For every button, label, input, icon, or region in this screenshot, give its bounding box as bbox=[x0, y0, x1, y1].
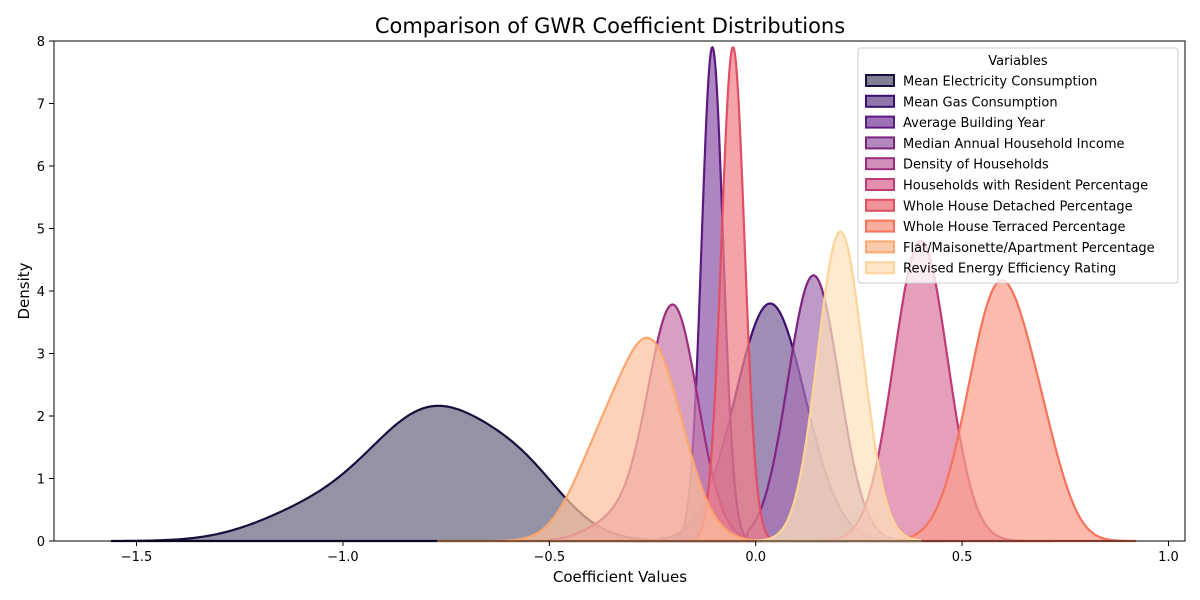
y-tick-label: 2 bbox=[37, 410, 45, 425]
legend-swatch-revised-energy-efficiency-rating bbox=[865, 261, 895, 275]
x-tick-label: 0.0 bbox=[745, 550, 766, 565]
y-tick-label: 5 bbox=[37, 223, 45, 238]
x-tick-label: −1.5 bbox=[121, 550, 153, 565]
legend-label-mean-electricity-consumption: Mean Electricity Consumption bbox=[903, 75, 1097, 90]
y-tick-label: 4 bbox=[37, 285, 45, 300]
y-tick-label: 8 bbox=[37, 35, 45, 50]
x-axis: −1.5 −1.0 −0.5 0.0 0.5 1.0 bbox=[121, 541, 1179, 565]
y-axis: 0 1 2 3 4 5 6 7 8 bbox=[37, 35, 54, 550]
legend-label-flat-maisonette-apartment-percentage: Flat/Maisonette/Apartment Percentage bbox=[903, 241, 1155, 256]
legend-label-density-of-households: Density of Households bbox=[903, 158, 1049, 173]
legend-label-whole-house-detached-percentage: Whole House Detached Percentage bbox=[903, 199, 1133, 214]
x-tick-label: −0.5 bbox=[534, 550, 566, 565]
legend-items: Mean Electricity Consumption Mean Gas Con… bbox=[865, 74, 1155, 277]
y-tick-label: 6 bbox=[37, 160, 45, 175]
legend-label-revised-energy-efficiency-rating: Revised Energy Efficiency Rating bbox=[903, 262, 1116, 277]
y-axis-label: Density bbox=[15, 262, 33, 319]
legend-swatch-whole-house-terraced-percentage bbox=[865, 219, 895, 233]
y-tick-label: 0 bbox=[37, 535, 45, 550]
x-tick-label: 1.0 bbox=[1158, 550, 1179, 565]
legend-swatch-average-building-year bbox=[865, 115, 895, 129]
density-area-whole-house-terraced-percentage bbox=[878, 279, 1137, 543]
legend-label-average-building-year: Average Building Year bbox=[903, 116, 1046, 131]
legend-title: Variables bbox=[988, 54, 1048, 69]
x-tick-label: 0.5 bbox=[952, 550, 973, 565]
legend-swatch-mean-gas-consumption bbox=[865, 94, 895, 108]
legend-swatch-median-annual-household-income bbox=[865, 136, 895, 150]
legend-label-households-with-resident-percentage: Households with Resident Percentage bbox=[903, 179, 1148, 194]
plot-areas bbox=[110, 46, 1137, 543]
legend-label-mean-gas-consumption: Mean Gas Consumption bbox=[903, 95, 1058, 110]
x-axis-label: Coefficient Values bbox=[553, 568, 687, 586]
y-tick-label: 1 bbox=[37, 473, 45, 488]
legend-label-median-annual-household-income: Median Annual Household Income bbox=[903, 137, 1125, 152]
y-tick-label: 3 bbox=[37, 348, 45, 363]
legend-swatch-density-of-households bbox=[865, 157, 895, 171]
legend: Variables Mean Electricity ConsumptionMe… bbox=[857, 47, 1179, 284]
y-tick-label: 7 bbox=[37, 98, 45, 113]
legend-frame bbox=[857, 47, 1179, 284]
legend-swatch-households-with-resident-percentage bbox=[865, 178, 895, 191]
density-area-revised-energy-efficiency-rating bbox=[754, 230, 922, 543]
legend-swatch-flat-maisonette-apartment-percentage bbox=[865, 240, 895, 254]
legend-label-whole-house-terraced-percentage: Whole House Terraced Percentage bbox=[903, 220, 1125, 235]
legend-swatch-whole-house-detached-percentage bbox=[865, 198, 895, 212]
legend-swatch-mean-electricity-consumption bbox=[865, 74, 895, 87]
chart-title: Comparison of GWR Coefficient Distributi… bbox=[375, 14, 845, 38]
x-tick-label: −1.0 bbox=[327, 550, 359, 565]
